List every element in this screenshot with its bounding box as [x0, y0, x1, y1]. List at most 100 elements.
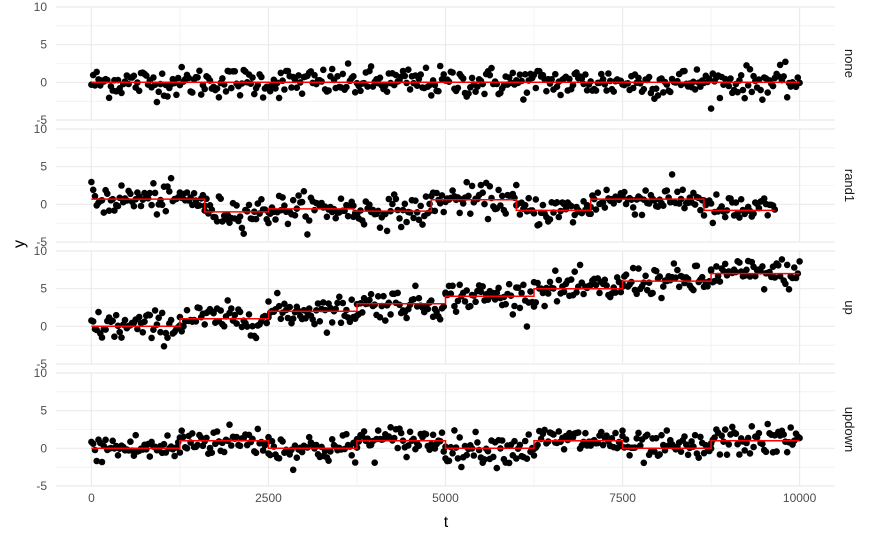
data-point	[555, 428, 563, 435]
data-point	[401, 72, 409, 80]
data-point	[495, 284, 502, 292]
data-point	[295, 72, 302, 79]
data-point	[658, 431, 665, 439]
data-point	[741, 94, 748, 102]
data-point	[723, 451, 731, 459]
data-point	[265, 298, 272, 305]
data-point	[438, 429, 446, 437]
data-point	[428, 92, 435, 99]
data-point	[603, 186, 610, 194]
data-point	[622, 436, 630, 443]
y-tick-label: -5	[36, 113, 47, 127]
data-point	[189, 430, 196, 437]
data-point	[313, 441, 320, 449]
y-tick-label: 0	[40, 197, 47, 211]
data-point	[592, 206, 600, 213]
data-point	[592, 87, 600, 94]
data-point	[127, 438, 134, 446]
x-tick-label: 10000	[783, 491, 817, 505]
data-point	[139, 329, 147, 336]
y-tick-label: 10	[34, 0, 48, 14]
data-point	[311, 206, 318, 214]
data-point	[367, 290, 375, 298]
data-point	[95, 308, 102, 316]
data-point	[505, 74, 513, 81]
data-point	[583, 87, 591, 94]
data-point	[677, 81, 685, 89]
data-point	[196, 67, 203, 75]
data-point	[272, 85, 279, 92]
data-point	[224, 297, 231, 304]
data-point	[783, 261, 791, 269]
data-point	[534, 441, 541, 449]
data-point	[467, 302, 474, 310]
data-point	[112, 311, 120, 319]
data-point	[249, 74, 256, 81]
data-point	[176, 449, 184, 456]
data-point	[88, 178, 95, 186]
data-point	[148, 201, 155, 209]
data-point	[514, 284, 522, 292]
data-point	[295, 192, 302, 199]
data-point	[760, 195, 768, 202]
data-point	[635, 74, 642, 82]
data-point	[357, 87, 364, 95]
data-point	[417, 202, 425, 210]
data-point	[343, 306, 350, 314]
data-point	[598, 428, 605, 436]
data-point	[582, 71, 589, 78]
data-point	[150, 180, 157, 187]
data-point	[727, 75, 734, 82]
data-point	[544, 290, 552, 297]
data-point	[718, 432, 725, 440]
data-point	[433, 189, 440, 197]
data-point	[461, 298, 469, 305]
data-point	[603, 282, 610, 289]
data-point	[275, 94, 283, 102]
data-point	[472, 428, 479, 436]
facet-panel-none: -5 0 5 10 none	[34, 0, 857, 127]
data-point	[217, 195, 224, 202]
y-tick-label: 5	[40, 38, 47, 52]
data-point	[265, 219, 272, 227]
data-point	[668, 171, 676, 178]
y-tick-label: 10	[34, 366, 48, 380]
data-point	[737, 72, 745, 79]
data-point	[150, 326, 157, 334]
data-point	[497, 202, 504, 209]
data-point	[327, 448, 334, 455]
data-point	[582, 429, 589, 437]
data-point	[203, 434, 210, 442]
data-point	[736, 451, 743, 458]
data-point	[171, 79, 178, 87]
data-point	[681, 433, 688, 440]
data-point	[567, 276, 575, 283]
data-point	[337, 195, 345, 202]
data-point	[451, 302, 458, 310]
data-point	[371, 301, 379, 309]
data-point	[311, 71, 318, 79]
data-point	[238, 224, 246, 232]
data-point	[397, 429, 405, 437]
data-point	[505, 280, 513, 288]
data-point	[652, 267, 660, 275]
data-point	[336, 293, 343, 301]
data-point	[663, 187, 671, 194]
data-point	[601, 276, 609, 284]
data-point	[697, 433, 704, 441]
data-point	[374, 293, 382, 300]
data-point	[236, 308, 244, 316]
data-point	[89, 186, 97, 194]
data-point	[118, 334, 125, 341]
data-point	[376, 74, 384, 82]
data-point	[91, 82, 99, 89]
data-point	[167, 174, 175, 182]
facet-panel-updown: -5 0 5 10 updown	[34, 366, 857, 493]
data-point	[734, 88, 741, 96]
data-point	[281, 202, 288, 209]
data-point	[316, 318, 324, 325]
data-point	[599, 199, 607, 206]
data-point	[454, 297, 462, 305]
data-point	[383, 227, 391, 235]
data-point	[667, 88, 674, 96]
